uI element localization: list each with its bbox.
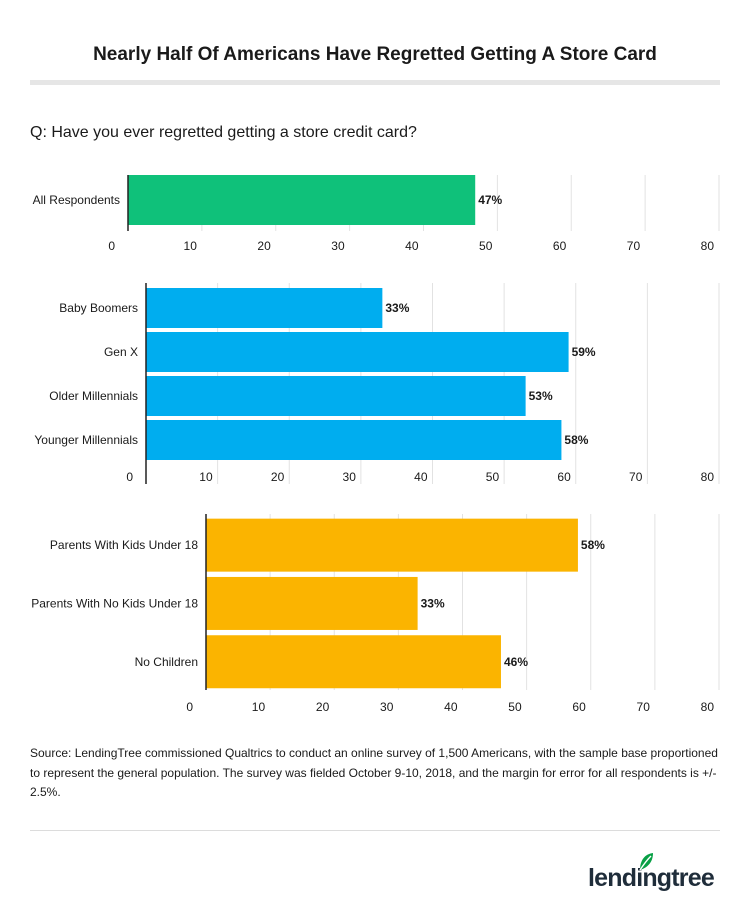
tick-label: 40 xyxy=(444,700,458,714)
bar xyxy=(146,420,562,460)
category-label: Parents With Kids Under 18 xyxy=(50,538,198,552)
tick-label: 40 xyxy=(405,239,419,253)
tick-label: 70 xyxy=(627,239,641,253)
value-label: 53% xyxy=(529,389,553,403)
bar xyxy=(128,175,476,225)
category-label: Older Millennials xyxy=(49,389,138,403)
survey-question: Q: Have you ever regretted getting a sto… xyxy=(30,124,417,141)
bar xyxy=(206,635,501,689)
chart-generations: Baby Boomers 33% Gen X 59% Older Millennials… xyxy=(34,283,720,484)
category-label: No Children xyxy=(135,655,198,669)
value-label: 33% xyxy=(385,301,409,315)
chart-title: Nearly Half Of Americans Have Regretted … xyxy=(93,44,657,65)
tick-label: 30 xyxy=(343,470,357,484)
bar xyxy=(146,288,383,328)
leaf-icon xyxy=(639,853,653,871)
tick-label: 30 xyxy=(331,239,345,253)
lendingtree-logo[interactable]: lendingtree xyxy=(588,852,720,894)
tick-label: 60 xyxy=(553,239,567,253)
tick-label: 70 xyxy=(637,700,651,714)
bar xyxy=(206,518,578,572)
tick-label: 50 xyxy=(486,470,500,484)
chart-all-respondents: All Respondents 47% 0 10 20 30 40 50 60 70 80 xyxy=(33,175,720,253)
value-label: 58% xyxy=(581,538,605,552)
source-note: Source: LendingTree commissioned Qualtri… xyxy=(30,746,718,799)
tick-label: 20 xyxy=(271,470,285,484)
tick-label: 10 xyxy=(252,700,266,714)
bar xyxy=(206,576,418,630)
tick-label: 50 xyxy=(479,239,493,253)
category-label: Gen X xyxy=(104,345,138,359)
category-label: Parents With No Kids Under 18 xyxy=(31,596,198,610)
tick-label: 80 xyxy=(701,700,715,714)
tick-label: 50 xyxy=(508,700,522,714)
chart-parental-status: Parents With Kids Under 18 58% Parents Wit… xyxy=(31,514,720,714)
category-label: Younger Millennials xyxy=(34,433,138,447)
tick-label: 60 xyxy=(572,700,586,714)
logo-wordmark: lendingtree xyxy=(588,864,715,892)
category-label: Baby Boomers xyxy=(59,301,138,315)
category-label: All Respondents xyxy=(33,193,120,207)
bar xyxy=(146,332,569,372)
bar xyxy=(146,376,526,416)
tick-label: 70 xyxy=(629,470,643,484)
tick-label: 0 xyxy=(108,239,115,253)
tick-label: 40 xyxy=(414,470,428,484)
title-divider xyxy=(30,80,720,85)
tick-label: 10 xyxy=(199,470,213,484)
footer-divider xyxy=(30,830,720,831)
value-label: 33% xyxy=(421,596,445,610)
tick-label: 80 xyxy=(701,470,715,484)
tick-label: 0 xyxy=(186,700,193,714)
tick-label: 20 xyxy=(316,700,330,714)
tick-label: 30 xyxy=(380,700,394,714)
value-label: 47% xyxy=(478,193,502,207)
value-label: 46% xyxy=(504,655,528,669)
tick-label: 60 xyxy=(557,470,571,484)
tick-label: 80 xyxy=(701,239,715,253)
tick-label: 10 xyxy=(184,239,198,253)
tick-label: 20 xyxy=(257,239,271,253)
value-label: 58% xyxy=(564,433,588,447)
value-label: 59% xyxy=(572,345,596,359)
tick-label: 0 xyxy=(126,470,133,484)
